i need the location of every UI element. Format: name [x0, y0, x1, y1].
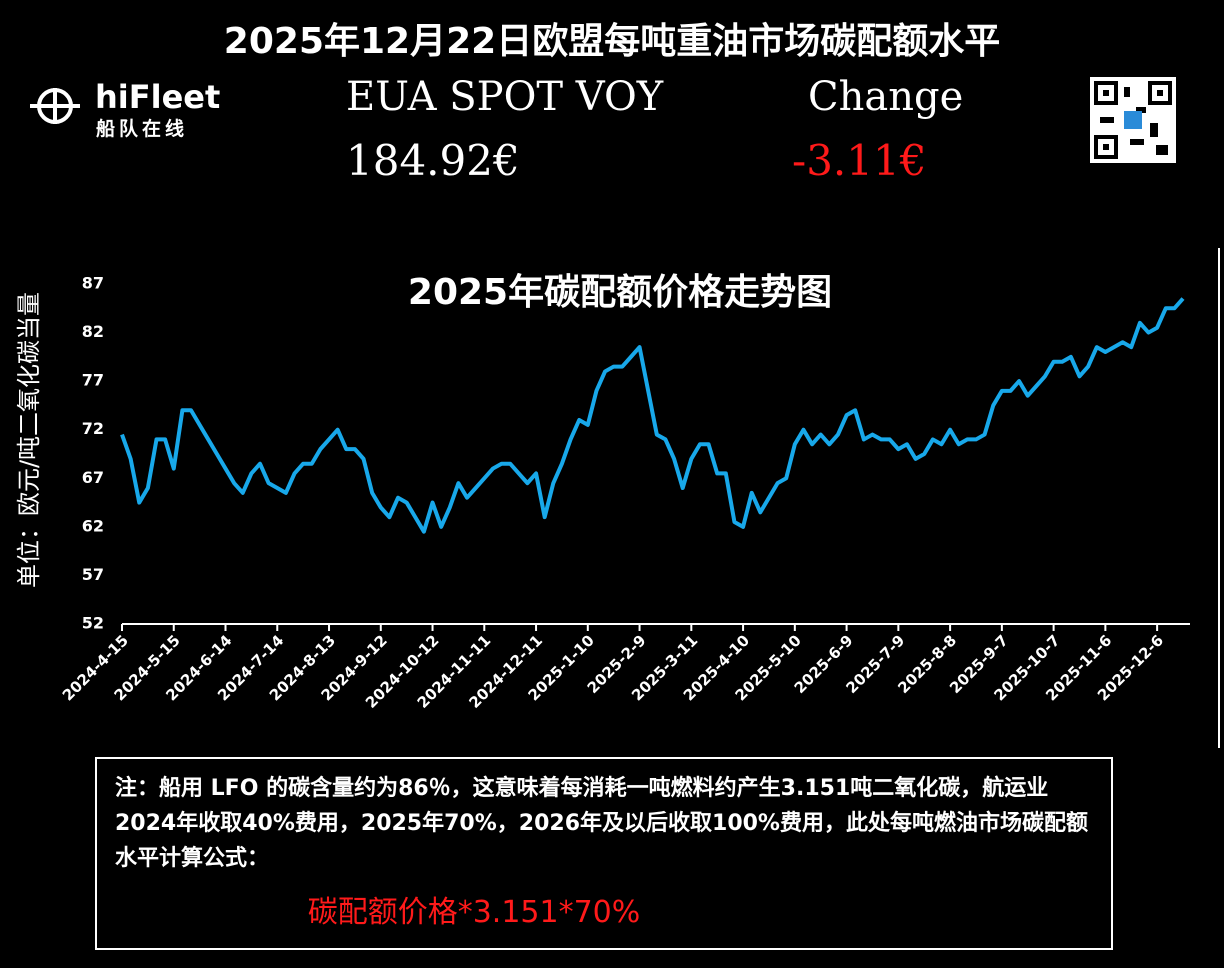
change-label: Change	[808, 74, 964, 120]
y-tick-label: 87	[82, 274, 104, 293]
logo-subtitle: 船队在线	[96, 118, 189, 140]
y-tick-label: 77	[82, 371, 104, 390]
note-box: 注：船用 LFO 的碳含量约为86％，这意味着每消耗一吨燃料约产生3.151吨二…	[95, 757, 1113, 950]
logo-icon	[30, 88, 80, 124]
y-tick-label: 72	[82, 419, 104, 438]
y-tick-label: 52	[82, 614, 104, 633]
y-tick-label: 62	[82, 516, 104, 535]
note-text: 注：船用 LFO 的碳含量约为86％，这意味着每消耗一吨燃料约产生3.151吨二…	[115, 776, 1088, 871]
y-axis-label: 单位：欧元/吨二氧化碳当量	[15, 292, 43, 588]
qr-pattern	[1094, 81, 1172, 159]
chart-title: 2025年碳配额价格走势图	[408, 272, 832, 313]
title: 2025年12月22日欧盟每吨重油市场碳配额水平	[223, 21, 1001, 62]
change-value: -3.11€	[792, 136, 927, 185]
y-tick-label: 57	[82, 565, 104, 584]
price-line	[120, 297, 1185, 534]
y-tick-label: 82	[82, 322, 104, 341]
price-value: 184.92€	[346, 136, 520, 185]
formula: 碳配额价格*3.151*70%	[307, 895, 641, 930]
price-label: EUA SPOT VOY	[346, 74, 664, 120]
qr-code	[1090, 77, 1176, 163]
y-tick-label: 67	[82, 468, 104, 487]
logo-name: hiFleet	[95, 78, 221, 116]
